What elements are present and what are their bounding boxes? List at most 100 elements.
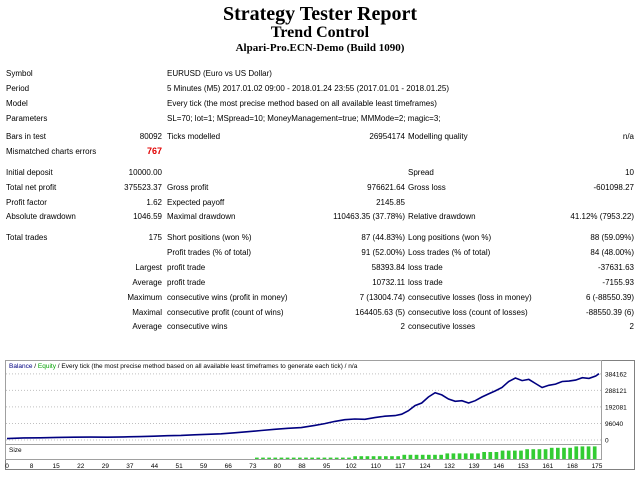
size-bar xyxy=(494,452,499,459)
y-tick-labels: 384162 288121 192081 96040 0 xyxy=(605,371,627,444)
x-tick-label: 153 xyxy=(518,463,529,470)
average2-label: Average xyxy=(132,322,162,331)
size-bar xyxy=(328,457,333,459)
size-bar xyxy=(255,457,259,459)
size-bar xyxy=(574,446,579,459)
size-bar xyxy=(273,457,278,459)
size-bar xyxy=(285,457,290,459)
x-tick-label: 88 xyxy=(298,463,306,470)
x-tick-label: 124 xyxy=(419,463,430,470)
avg-cons-wins-value: 2 xyxy=(400,322,405,331)
size-bar xyxy=(592,446,597,459)
y-tick-label: 192081 xyxy=(605,404,627,411)
maximal-cons-loss-value: -88550.39 (6) xyxy=(585,308,634,317)
size-bar xyxy=(519,450,523,459)
size-bar xyxy=(304,457,308,459)
size-bar xyxy=(476,453,480,459)
largest-label: Largest xyxy=(135,263,162,272)
maximal-cons-loss-label: consecutive loss (count of losses) xyxy=(408,308,528,317)
size-bar xyxy=(316,457,321,459)
largest-profit-label: profit trade xyxy=(167,263,206,272)
spread-value: 10 xyxy=(625,168,634,177)
mismatch-label: Mismatched charts errors xyxy=(6,147,97,156)
x-tick-label: 175 xyxy=(592,463,603,470)
avg-cons-losses-value: 2 xyxy=(629,322,634,331)
size-frame xyxy=(5,444,602,460)
chart-legend: Balance / Equity / Every tick (the most … xyxy=(9,363,358,370)
maximal-cons-profit-label: consecutive profit (count of wins) xyxy=(167,308,284,317)
plot-frame xyxy=(5,360,602,445)
expected-payoff-label: Expected payoff xyxy=(167,198,225,207)
loss-trades-value: 84 (48.00%) xyxy=(590,248,634,257)
legend-equity: Equity xyxy=(38,363,57,370)
size-bar xyxy=(261,457,265,459)
x-tick-label: 132 xyxy=(444,463,455,470)
size-bar xyxy=(279,457,284,459)
avg-cons-wins-label: consecutive wins xyxy=(167,322,228,331)
absolute-drawdown-label: Absolute drawdown xyxy=(6,212,76,221)
gross-loss-value: -601098.27 xyxy=(593,183,634,192)
gross-loss-label: Gross loss xyxy=(408,183,446,192)
largest-profit-value: 58393.84 xyxy=(371,263,405,272)
grid-lines xyxy=(6,373,601,441)
x-tick-label: 110 xyxy=(371,463,382,470)
maximal-cons-profit-value: 164405.63 (5) xyxy=(355,308,405,317)
size-bar xyxy=(451,453,456,459)
profit-trades-label: Profit trades (% of total) xyxy=(167,248,252,257)
maximal-drawdown-value: 110463.35 (37.78%) xyxy=(333,212,405,221)
size-bar xyxy=(298,457,302,459)
period-label: Period xyxy=(6,84,30,93)
x-tick-label: 80 xyxy=(274,463,282,470)
size-bar xyxy=(531,449,536,459)
loss-trades-label: Loss trades (% of total) xyxy=(408,248,491,257)
size-bar xyxy=(365,456,370,459)
size-bar xyxy=(543,449,548,459)
svg-text:Balance / Equity / Every tick: Balance / Equity / Every tick (the most … xyxy=(9,363,358,370)
legend-na: n/a xyxy=(348,363,357,370)
size-bar xyxy=(488,452,493,459)
size-bar xyxy=(500,450,505,459)
size-bar xyxy=(420,454,425,459)
bars-label: Bars in test xyxy=(6,132,47,141)
size-bar xyxy=(334,457,339,459)
size-bar xyxy=(568,447,572,459)
size-bar xyxy=(353,456,357,459)
legend-description: Every tick (the most precise method base… xyxy=(61,363,342,370)
y-tick-label: 96040 xyxy=(605,421,623,428)
maximal-label: Maximal xyxy=(132,308,162,317)
total-trades-label: Total trades xyxy=(6,233,48,242)
size-bar xyxy=(359,456,364,459)
x-tick-label: 29 xyxy=(102,463,110,470)
gross-profit-value: 976621.64 xyxy=(367,183,405,192)
size-bar xyxy=(291,457,296,459)
y-tick-label: 288121 xyxy=(605,388,627,395)
x-tick-label: 51 xyxy=(175,463,183,470)
maximal-drawdown-label: Maximal drawdown xyxy=(167,212,236,221)
quality-value: n/a xyxy=(622,132,634,141)
relative-drawdown-label: Relative drawdown xyxy=(408,212,476,221)
absolute-drawdown-value: 1046.59 xyxy=(133,212,162,221)
average-profit-label: profit trade xyxy=(167,278,206,287)
profit-factor-value: 1.62 xyxy=(146,198,162,207)
average-profit-value: 10732.11 xyxy=(372,278,405,287)
symbol-value: EURUSD (Euro vs US Dollar) xyxy=(167,69,272,78)
net-profit-value: 375523.37 xyxy=(124,183,162,192)
y-tick-label: 384162 xyxy=(605,371,627,378)
size-bar xyxy=(322,457,327,459)
page-title: Strategy Tester Report xyxy=(222,3,418,25)
short-positions-value: 87 (44.83%) xyxy=(361,233,405,242)
size-bar xyxy=(390,456,394,459)
x-tick-label: 139 xyxy=(469,463,480,470)
total-trades-value: 175 xyxy=(148,233,162,242)
x-tick-label: 59 xyxy=(200,463,208,470)
initial-deposit-value: 10000.00 xyxy=(128,168,162,177)
size-label: Size xyxy=(9,447,22,454)
avg-cons-losses-label: consecutive losses xyxy=(408,322,476,331)
size-bar xyxy=(525,449,529,459)
size-bar xyxy=(549,447,554,459)
model-label: Model xyxy=(6,99,28,108)
size-bar xyxy=(482,452,486,459)
size-bar xyxy=(457,453,462,459)
size-bar xyxy=(347,457,351,459)
model-value: Every tick (the most precise method base… xyxy=(167,99,437,108)
